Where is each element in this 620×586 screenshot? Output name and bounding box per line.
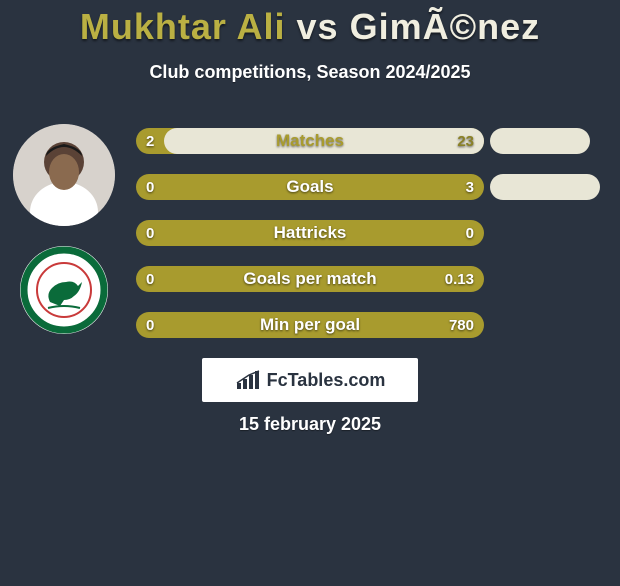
stat-row: 223Matches [136,128,484,154]
right-oval-slot [490,220,610,246]
page-title: Mukhtar Ali vs GimÃ©nez [0,6,620,48]
right-player-column [490,128,610,338]
right-oval-slot [490,174,610,200]
title-player1: Mukhtar Ali [80,6,286,47]
player2-oval [490,174,600,200]
stat-label: Matches [136,128,484,154]
club-badge-icon [20,246,108,334]
stat-row: 0780Min per goal [136,312,484,338]
stat-bars: 223Matches 03Goals 00Hattricks 00.13Goals p… [136,128,484,338]
avatar-placeholder-icon [13,124,115,226]
left-player-column [8,124,120,334]
stat-row: 00Hattricks [136,220,484,246]
watermark: FcTables.com [202,358,418,402]
right-oval-slot [490,312,610,338]
stat-label: Goals [136,174,484,200]
stat-label: Min per goal [136,312,484,338]
player2-oval [490,128,590,154]
watermark-text: FcTables.com [267,370,386,391]
stat-label: Goals per match [136,266,484,292]
player-avatar [13,124,115,226]
right-oval-slot [490,266,610,292]
stat-row: 00.13Goals per match [136,266,484,292]
subtitle: Club competitions, Season 2024/2025 [0,62,620,83]
stat-row: 03Goals [136,174,484,200]
stat-label: Hattricks [136,220,484,246]
right-oval-slot [490,128,610,154]
club-badge [20,246,108,334]
title-player2: GimÃ©nez [350,6,541,47]
bar-chart-icon [235,369,263,391]
date-line: 15 february 2025 [0,414,620,435]
title-vs: vs [286,6,350,47]
